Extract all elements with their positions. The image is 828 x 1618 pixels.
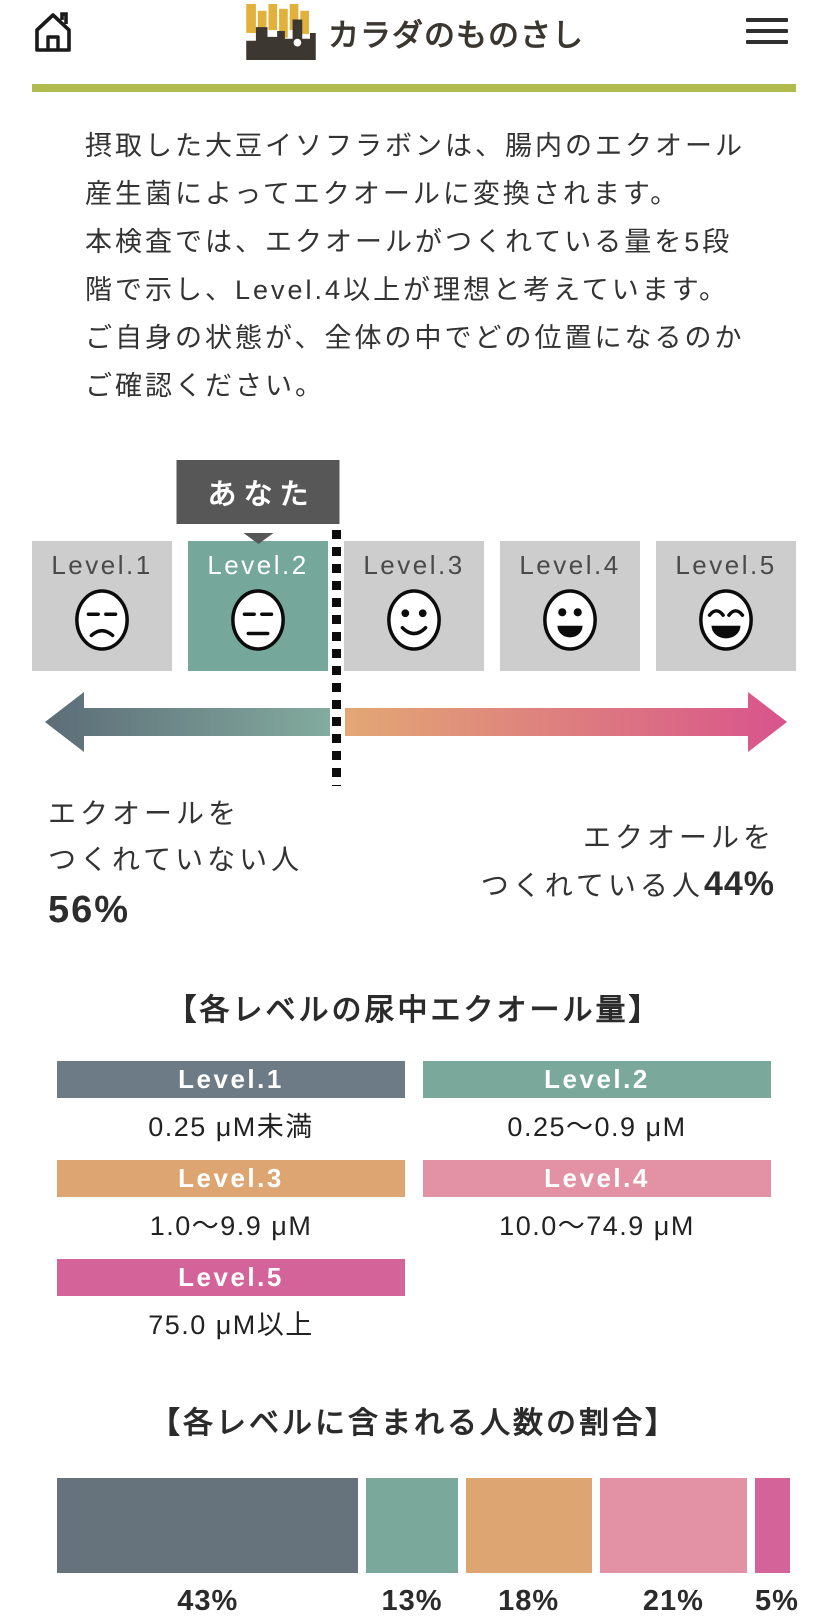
chart-segment-level5: 5% <box>754 1478 799 1618</box>
chart-label-level2: 13% <box>381 1585 443 1617</box>
amount-cell-level2: Level.2 0.25〜0.9 μM <box>423 1061 771 1144</box>
amount-range-level5: 75.0 μM以上 <box>148 1310 314 1340</box>
header: カラダのものさし <box>0 0 828 62</box>
can-produce-line2: つくれている人44% <box>481 861 775 909</box>
accent-divider <box>32 84 796 92</box>
chart-label-level1: 43% <box>177 1585 239 1617</box>
intro-paragraph: 摂取した大豆イソフラボンは、腸内のエクオール 産生菌によってエクオールに変換され… <box>85 131 745 401</box>
amount-cell-level5: Level.5 75.0 μM以上 <box>57 1259 405 1342</box>
arrows-row <box>32 687 796 757</box>
can-produce-label: つくれている人 <box>480 870 704 901</box>
menu-line <box>746 29 788 33</box>
amount-range-level1: 0.25 μM未満 <box>148 1112 314 1142</box>
distribution-chart: 43% 13% 18% 21% 5% <box>57 1478 799 1618</box>
chart-segment-level2: 13% <box>366 1478 458 1618</box>
menu-line <box>746 18 788 22</box>
left-arrow-cannot-produce <box>45 692 330 752</box>
chart-label-level4: 21% <box>642 1585 704 1617</box>
home-button[interactable] <box>32 10 74 54</box>
smile-face-icon <box>387 589 441 651</box>
menu-line <box>746 40 788 44</box>
level-box-3: Level.3 <box>344 541 484 671</box>
chart-segment-level1: 43% <box>57 1478 359 1618</box>
result-levels-area: あなた Level.1 Level.2 <box>32 460 796 786</box>
level-box-5: Level.5 <box>656 541 796 671</box>
chart-segment-level4: 21% <box>599 1478 747 1618</box>
amount-cell-level3: Level.3 1.0〜9.9 μM <box>57 1160 405 1243</box>
app-title: カラダのものさし <box>328 17 584 53</box>
cannot-produce-group: エクオールを つくれていない人 56% <box>48 791 303 933</box>
level-label: Level.5 <box>675 550 777 580</box>
amount-bar-level5: Level.5 <box>57 1259 405 1296</box>
chart-label-level3: 18% <box>498 1585 560 1617</box>
chart-segment-level3: 18% <box>465 1478 592 1618</box>
open-smile-face-icon <box>543 589 597 651</box>
level-boxes-row: Level.1 Level.2 Level.3 <box>32 541 796 671</box>
amount-range-level3: 1.0〜9.9 μM <box>149 1211 313 1241</box>
chart-label-level5: 5% <box>754 1585 799 1617</box>
can-produce-group: エクオールを つくれている人44% <box>481 815 775 909</box>
cannot-produce-line2: つくれていない人 <box>48 844 304 875</box>
amount-bar-level3: Level.3 <box>57 1160 405 1197</box>
amount-range-level4: 10.0〜74.9 μM <box>499 1211 695 1241</box>
amount-range-level2: 0.25〜0.9 μM <box>507 1112 687 1142</box>
home-icon <box>35 12 71 52</box>
cannot-produce-percent: 56% <box>48 889 131 931</box>
amount-cell-level4: Level.4 10.0〜74.9 μM <box>423 1160 771 1243</box>
level-label: Level.4 <box>519 550 621 580</box>
amount-bar-level1: Level.1 <box>57 1061 405 1098</box>
level-label: Level.3 <box>363 550 465 580</box>
right-arrow-can-produce <box>345 692 787 752</box>
cannot-produce-line1: エクオールを <box>48 798 241 829</box>
chart-bar-level4 <box>599 1478 747 1573</box>
amount-table: Level.1 0.25 μM未満 Level.2 0.25〜0.9 μM Le… <box>57 1061 771 1342</box>
level-label: Level.2 <box>207 550 309 580</box>
neutral-face-icon <box>231 589 285 651</box>
amount-cell-level1: Level.1 0.25 μM未満 <box>57 1061 405 1144</box>
level-box-2: Level.2 <box>188 541 328 671</box>
amount-section-title: 【各レベルの尿中エクオール量】 <box>166 994 662 1027</box>
level-box-1: Level.1 <box>32 541 172 671</box>
sad-face-icon <box>75 589 129 651</box>
amount-bar-level4: Level.4 <box>423 1160 771 1197</box>
level-box-4: Level.4 <box>500 541 640 671</box>
amount-bar-level2: Level.2 <box>423 1061 771 1098</box>
you-badge: あなた <box>176 460 340 524</box>
laughing-face-icon <box>699 589 753 651</box>
can-produce-line1: エクオールを <box>582 822 775 853</box>
chart-bar-level2 <box>366 1478 458 1573</box>
app-logo[interactable]: カラダのものさし <box>244 4 584 60</box>
can-produce-percent: 44% <box>703 865 775 903</box>
you-badge-row: あなた <box>32 460 796 541</box>
chart-bar-level1 <box>57 1478 359 1573</box>
chart-bar-level5 <box>754 1478 790 1573</box>
distribution-chart-row: 43% 13% 18% 21% 5% <box>57 1478 799 1618</box>
hamburger-menu-icon[interactable] <box>746 16 788 46</box>
dotted-divider <box>332 530 341 786</box>
distribution-section-title: 【各レベルに含まれる人数の割合】 <box>150 1407 678 1440</box>
percentage-summary: エクオールを つくれていない人 56% エクオールを つくれている人44% <box>48 791 775 933</box>
chart-bar-level3 <box>465 1478 592 1573</box>
ruler-logo-icon <box>246 4 316 60</box>
level-label: Level.1 <box>51 550 153 580</box>
